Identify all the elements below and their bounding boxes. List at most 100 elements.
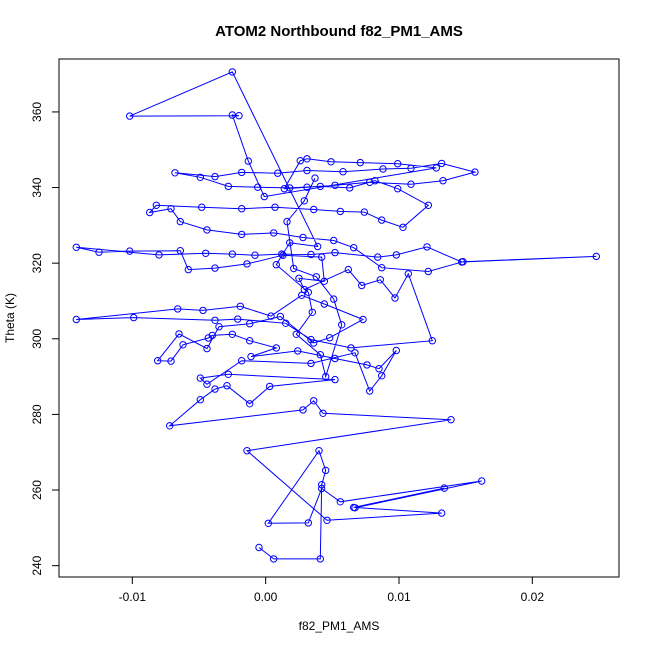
data-point: [330, 236, 338, 245]
data-point: [376, 276, 384, 284]
data-point: [351, 349, 359, 357]
data-point: [203, 226, 211, 234]
data-point: [296, 157, 304, 165]
data-point: [272, 344, 280, 352]
x-axis-label: f82_PM1_AMS: [299, 619, 380, 633]
data-point: [274, 169, 282, 177]
data-point: [360, 208, 368, 216]
data-point: [130, 313, 138, 322]
data-point: [336, 498, 344, 506]
data-point: [323, 516, 331, 524]
data-point: [267, 312, 275, 320]
data-point: [276, 312, 284, 321]
data-point: [478, 477, 486, 485]
data-point: [251, 251, 259, 259]
data-point: [312, 273, 320, 281]
data-point: [322, 372, 330, 381]
data-point: [320, 300, 328, 308]
data-point: [311, 174, 319, 182]
data-point: [592, 252, 600, 261]
chart-title: ATOM2 Northbound f82_PM1_AMS: [215, 23, 463, 40]
x-tick-label: 0.00: [254, 590, 278, 604]
data-point: [198, 203, 206, 211]
data-point: [307, 250, 315, 259]
data-point: [439, 177, 447, 185]
data-point: [344, 265, 352, 274]
data-point: [215, 323, 223, 331]
data-point: [303, 166, 311, 175]
data-point: [440, 484, 448, 492]
data-point: [234, 315, 242, 323]
data-point: [327, 158, 335, 166]
data-point: [336, 207, 344, 216]
data-point: [347, 344, 355, 352]
data-point: [223, 382, 231, 390]
data-point: [126, 112, 134, 120]
x-tick-label: 0.01: [387, 590, 411, 604]
data-point: [184, 265, 193, 274]
data-point: [304, 288, 312, 296]
data-point: [294, 347, 302, 355]
data-point: [203, 380, 211, 388]
data-point: [126, 247, 134, 255]
data-point: [471, 168, 479, 176]
data-point: [272, 261, 280, 269]
y-tick-label: 240: [30, 555, 44, 575]
data-point: [318, 484, 326, 493]
data-point: [331, 181, 339, 190]
data-point: [204, 334, 213, 342]
data-point: [167, 205, 175, 213]
data-point: [179, 341, 187, 349]
x-tick-label: 0.02: [521, 590, 545, 604]
data-point: [378, 216, 386, 224]
data-point: [326, 334, 334, 342]
data-point: [366, 178, 374, 187]
data-point: [196, 374, 205, 382]
data-point: [235, 112, 243, 120]
data-point: [304, 519, 312, 527]
data-point: [399, 223, 407, 232]
data-point: [307, 359, 315, 368]
data-point: [316, 182, 324, 191]
data-point: [280, 185, 288, 193]
data-point: [438, 159, 446, 168]
data-point: [152, 201, 161, 210]
data-point: [244, 157, 253, 165]
data-point: [286, 184, 294, 192]
data-point: [424, 201, 432, 210]
data-point: [374, 253, 382, 261]
data-point: [246, 400, 254, 408]
data-point: [228, 330, 237, 338]
data-point: [331, 248, 339, 257]
data-point: [238, 168, 246, 177]
x-tick-label: -0.01: [119, 590, 147, 604]
data-point: [394, 185, 402, 193]
data-point: [238, 357, 246, 365]
data-point: [371, 177, 379, 185]
data-point: [72, 315, 81, 324]
data-point: [286, 239, 294, 247]
data-point: [228, 250, 237, 258]
data-point: [331, 375, 339, 384]
data-point: [316, 351, 324, 359]
data-point: [346, 184, 354, 192]
data-point: [167, 357, 175, 365]
data-point: [391, 294, 399, 302]
y-axis-label: Theta (K): [3, 293, 17, 343]
data-point: [303, 155, 311, 163]
data-point: [459, 258, 467, 266]
data-point: [307, 335, 315, 344]
data-point: [264, 519, 272, 527]
data-point: [338, 321, 346, 329]
data-point: [299, 233, 307, 242]
x-axis: -0.01 0.00 0.01 0.02: [119, 576, 545, 604]
data-point: [224, 370, 233, 378]
data-point: [318, 253, 326, 261]
data-point: [155, 251, 163, 259]
data-point: [378, 264, 386, 272]
data-point: [359, 315, 367, 324]
data-point: [228, 68, 237, 76]
data-point: [260, 192, 268, 201]
data-point: [224, 182, 233, 191]
data-point: [339, 168, 347, 176]
